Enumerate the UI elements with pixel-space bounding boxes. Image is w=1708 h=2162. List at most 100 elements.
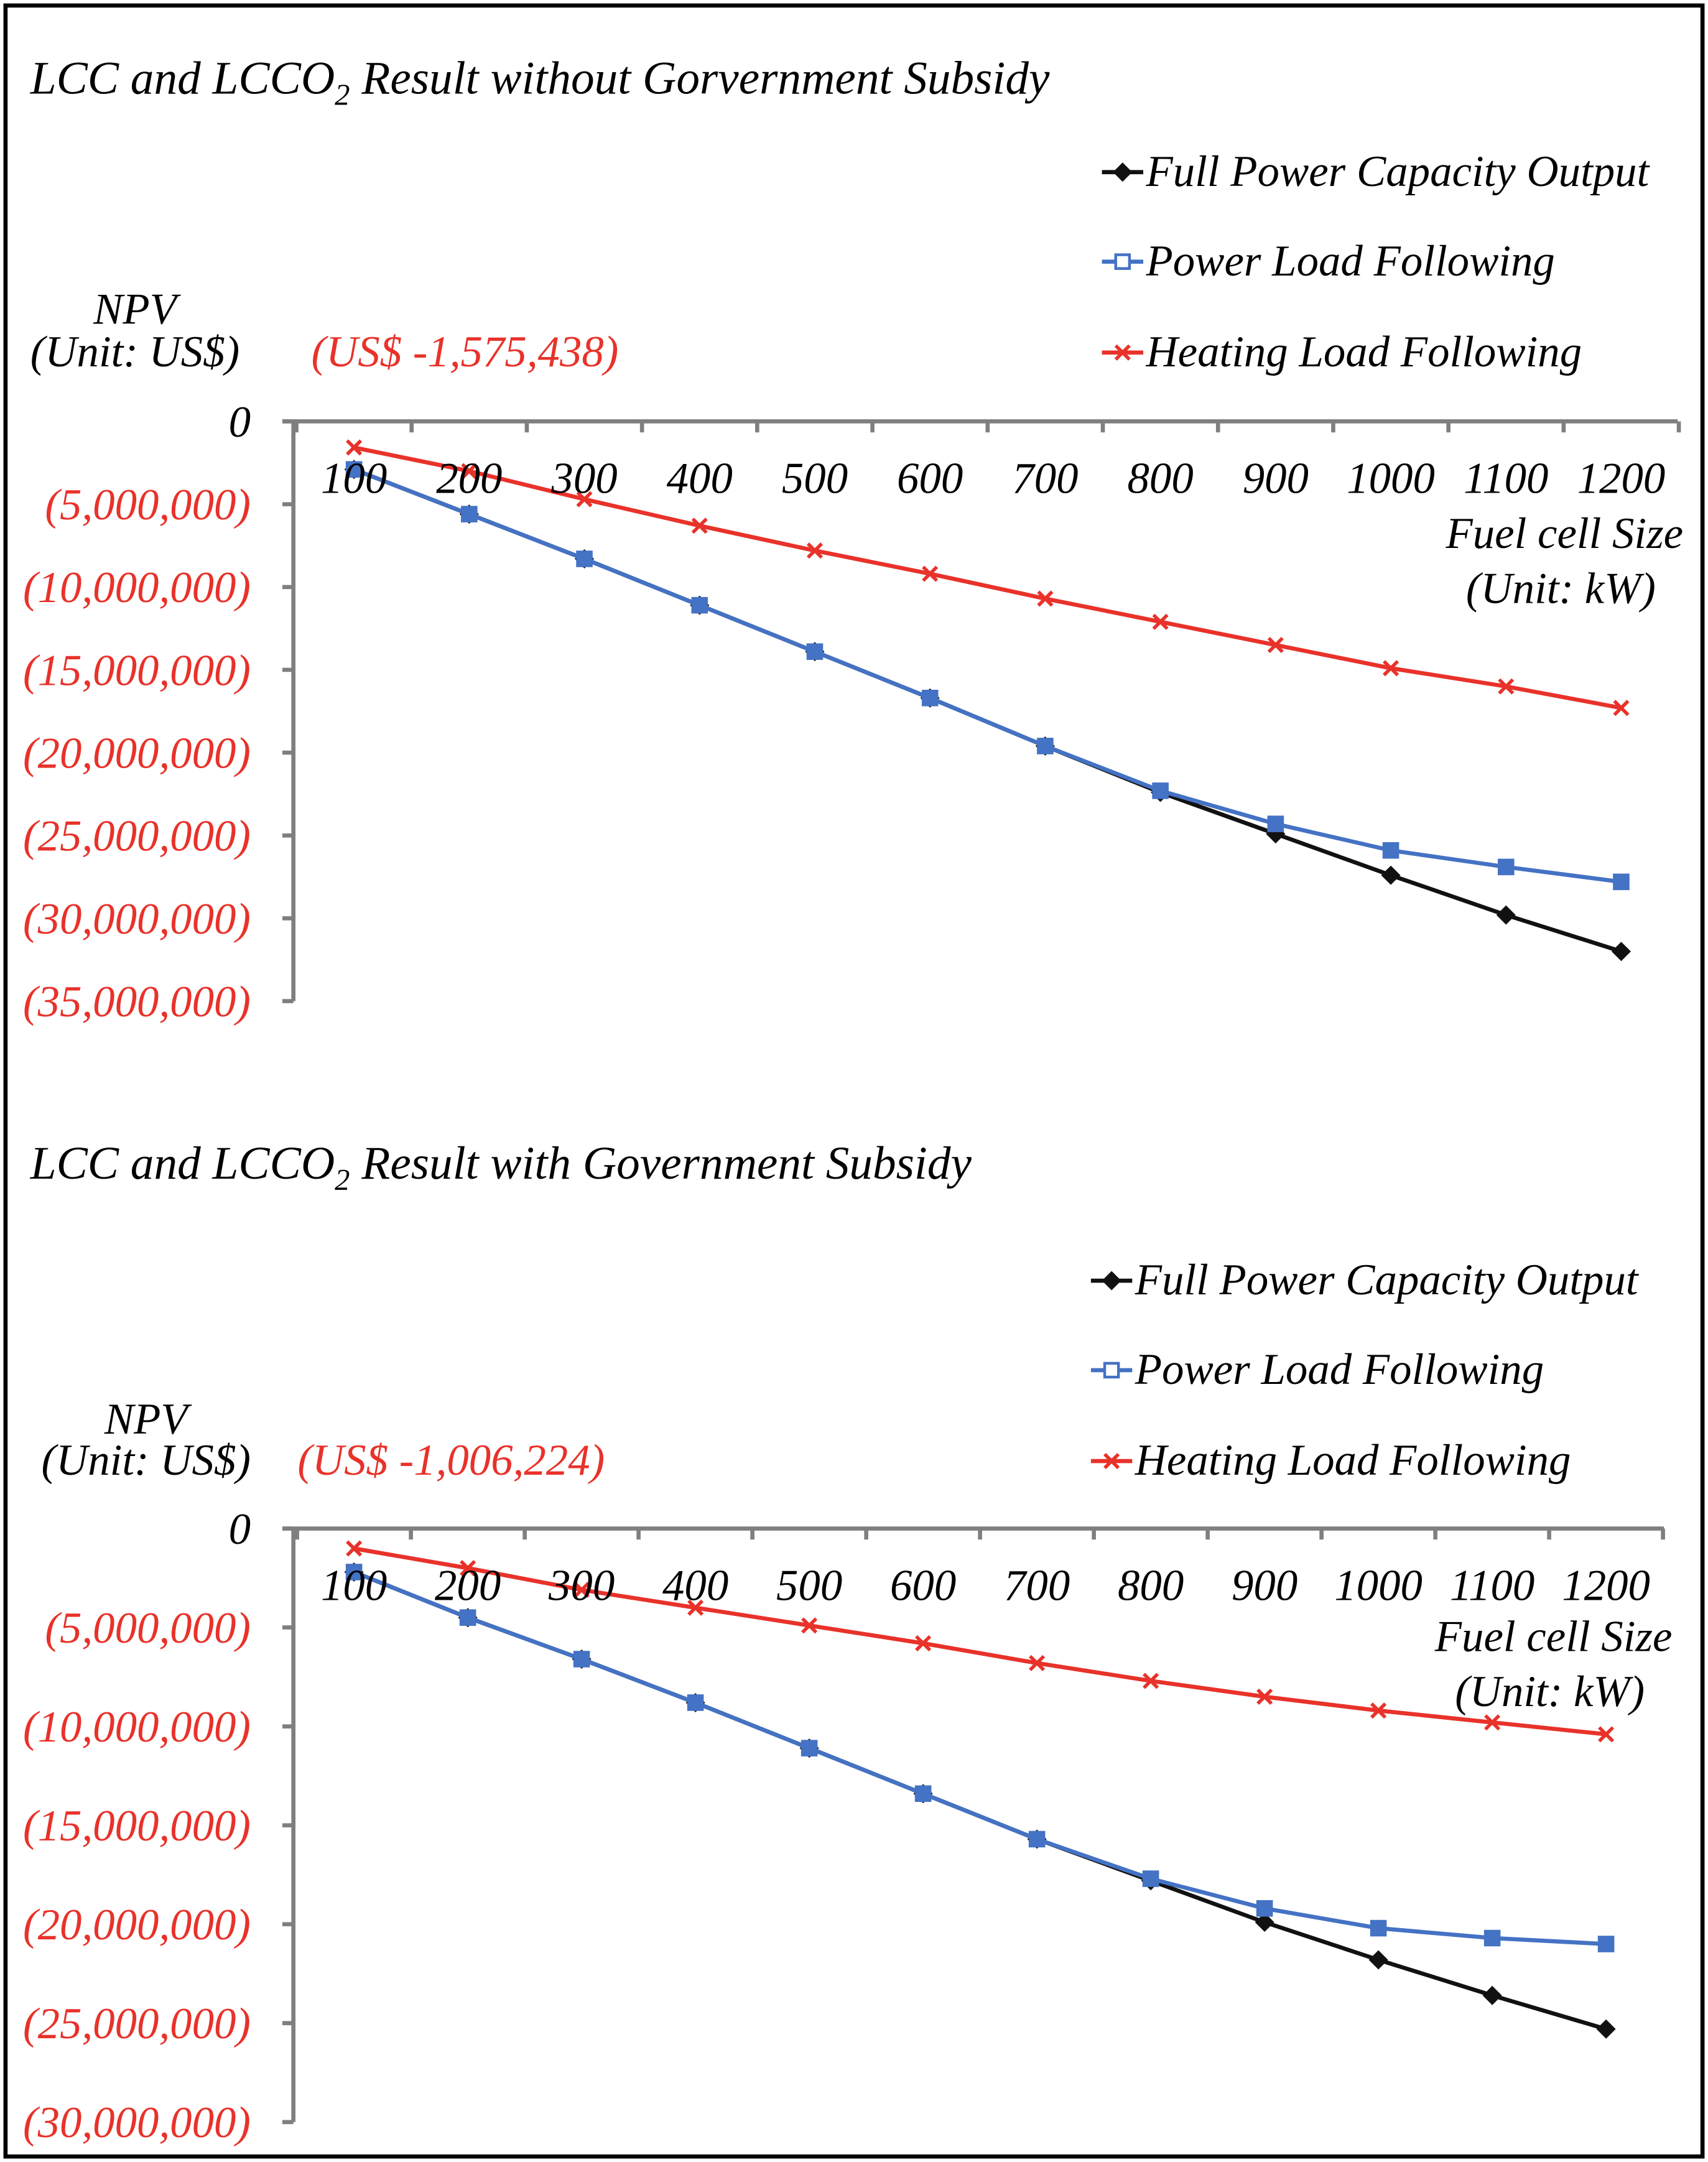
- square-marker: [459, 1609, 476, 1626]
- x-tick-label: 700: [1004, 1562, 1070, 1610]
- x-marker: [1498, 678, 1515, 695]
- square-marker: [576, 550, 593, 567]
- y-tick-label: (10,000,000): [23, 1703, 251, 1751]
- x-marker: [1370, 1702, 1387, 1719]
- x-tick-label: 400: [662, 1562, 728, 1610]
- x-tick-label: 200: [435, 1562, 501, 1610]
- square-marker: [1370, 1919, 1387, 1937]
- y-tick-label: (15,000,000): [23, 1802, 251, 1850]
- first-point-annotation: (US$ -1,575,438): [311, 328, 618, 376]
- series-power: [345, 1564, 1615, 1952]
- square-marker: [1256, 1900, 1273, 1917]
- x-marker: [1037, 590, 1054, 607]
- diamond-marker: [1596, 2019, 1616, 2039]
- y-axis-unit: (Unit: US$): [30, 328, 239, 376]
- diamond-marker: [1482, 1985, 1502, 2005]
- x-marker: [1143, 1673, 1159, 1689]
- square-marker: [801, 1740, 818, 1756]
- diamond-marker: [1611, 942, 1631, 962]
- diamond-marker: [1255, 1913, 1274, 1932]
- legend-square-marker: [1114, 253, 1131, 270]
- y-tick-label: (30,000,000): [23, 2099, 251, 2147]
- square-marker: [573, 1651, 590, 1668]
- x-tick-label: 100: [321, 455, 387, 503]
- legend-label: Heating Load Following: [1135, 1436, 1571, 1485]
- chart-title: LCC and LCCO2 Result without Gorvernment…: [30, 53, 1050, 112]
- square-marker: [806, 643, 824, 660]
- x-marker: [1383, 660, 1399, 677]
- chart-1: LCC and LCCO2 Result without Gorvernment…: [30, 53, 1681, 1003]
- x-marker: [691, 517, 708, 534]
- x-tick-label: 500: [782, 455, 848, 503]
- y-tick-label: (25,000,000): [23, 812, 251, 861]
- x-marker: [922, 565, 939, 582]
- square-marker: [1037, 738, 1054, 754]
- x-marker: [1484, 1714, 1501, 1731]
- series-heating: [346, 439, 1630, 717]
- x-tick-label: 800: [1127, 455, 1193, 503]
- x-tick-label: 1100: [1464, 455, 1548, 503]
- x-marker: [346, 1540, 363, 1557]
- x-tick-label: 400: [667, 455, 733, 503]
- x-tick-label: 700: [1012, 455, 1078, 503]
- y-axis-label: NPV: [104, 1395, 193, 1444]
- x-marker: [687, 1599, 704, 1616]
- title-text: LCC and LCCO: [30, 53, 335, 104]
- x-marker: [576, 491, 593, 508]
- y-tick-label: (10,000,000): [23, 564, 251, 612]
- x-marker: [915, 1635, 932, 1652]
- y-tick-label: (20,000,000): [23, 1901, 251, 1949]
- x-marker: [1267, 636, 1284, 654]
- legend-square-marker: [1103, 1362, 1120, 1379]
- y-tick-label: (15,000,000): [23, 646, 251, 695]
- series-power: [345, 461, 1630, 891]
- y-tick-label: (35,000,000): [23, 978, 251, 1026]
- series-line: [353, 1546, 1607, 1737]
- x-tick-label: 1200: [1577, 455, 1666, 503]
- diamond-marker: [1113, 162, 1133, 182]
- x-marker: [461, 463, 478, 480]
- chart-2: LCC and LCCO2 Result with Government Sub…: [30, 1138, 1665, 2125]
- y-axis-label: NPV: [93, 285, 182, 333]
- series-line: [353, 1570, 1607, 1946]
- square-marker: [345, 1564, 363, 1580]
- x-marker: [1152, 613, 1169, 630]
- x-axis-unit: (Unit: kW): [1466, 565, 1656, 613]
- x-tick-label: 300: [550, 455, 617, 503]
- x-tick-label: 900: [1232, 1562, 1297, 1610]
- title-subscript: 2: [335, 1163, 350, 1197]
- square-marker: [921, 689, 939, 707]
- square-marker: [1382, 842, 1399, 859]
- x-tick-label: 900: [1243, 455, 1309, 503]
- y-tick-label: (5,000,000): [45, 1604, 251, 1653]
- square-marker: [1152, 782, 1169, 799]
- legend-label: Full Power Capacity Output: [1135, 1256, 1640, 1304]
- y-tick-label: 0: [229, 398, 251, 447]
- diamond-marker: [1381, 865, 1401, 885]
- x-tick-label: 100: [321, 1562, 387, 1610]
- y-tick-label: (30,000,000): [23, 895, 251, 944]
- square-marker: [1267, 815, 1284, 832]
- figure-border: [3, 3, 1705, 2159]
- x-tick-label: 1100: [1450, 1562, 1534, 1610]
- square-marker: [345, 461, 363, 478]
- x-marker: [1256, 1688, 1273, 1705]
- x-tick-label: 600: [897, 455, 963, 503]
- x-tick-label: 200: [436, 455, 502, 503]
- square-marker: [1142, 1870, 1159, 1887]
- legend-label: Power Load Following: [1135, 1345, 1544, 1394]
- title-text: Result without Gorvernment Subsidy: [350, 53, 1050, 104]
- x-tick-label: 300: [548, 1562, 615, 1610]
- x-tick-label: 800: [1118, 1562, 1184, 1610]
- legend-label: Power Load Following: [1145, 237, 1554, 285]
- x-tick-label: 1200: [1562, 1562, 1650, 1610]
- x-marker: [1114, 344, 1131, 361]
- x-marker: [1613, 700, 1630, 717]
- x-tick-label: 1000: [1347, 455, 1435, 503]
- square-marker: [1497, 858, 1515, 876]
- title-text: Result with Government Subsidy: [350, 1138, 972, 1189]
- x-tick-label: 600: [890, 1562, 956, 1610]
- x-axis-unit: (Unit: kW): [1455, 1668, 1645, 1716]
- square-marker: [1613, 873, 1630, 891]
